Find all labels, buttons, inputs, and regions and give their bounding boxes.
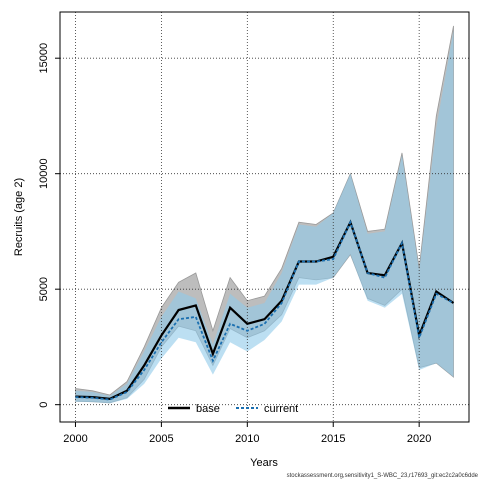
grid-lines	[60, 12, 469, 422]
confidence-bands	[75, 25, 454, 404]
legend-label-current: current	[264, 403, 298, 415]
x-tick-label-2000: 2000	[63, 433, 87, 445]
x-tick-label-2015: 2015	[321, 433, 345, 445]
y-axis-title: Recruits (age 2)	[13, 178, 25, 256]
legend: base current	[168, 403, 298, 415]
y-axis-ticks: 0 5000 10000 15000	[38, 43, 60, 408]
band-current	[75, 30, 454, 404]
x-axis-title: Years	[250, 457, 278, 469]
footnote: stockassessment.org,sensitivity1_S-WBC_2…	[287, 473, 479, 479]
y-tick-label-0: 0	[38, 402, 50, 408]
plot-frame	[59, 11, 470, 423]
x-tick-label-2010: 2010	[235, 433, 259, 445]
x-tick-label-2005: 2005	[149, 433, 173, 445]
y-tick-label-15000: 15000	[38, 43, 50, 74]
series-lines	[75, 219, 455, 401]
y-tick-label-10000: 10000	[38, 158, 50, 189]
legend-label-base: base	[196, 403, 220, 415]
y-tick-label-5000: 5000	[38, 277, 50, 301]
x-axis-ticks: 2000 2005 2010 2015 2020	[63, 422, 431, 445]
line-current	[75, 219, 454, 401]
x-tick-label-2020: 2020	[407, 433, 431, 445]
